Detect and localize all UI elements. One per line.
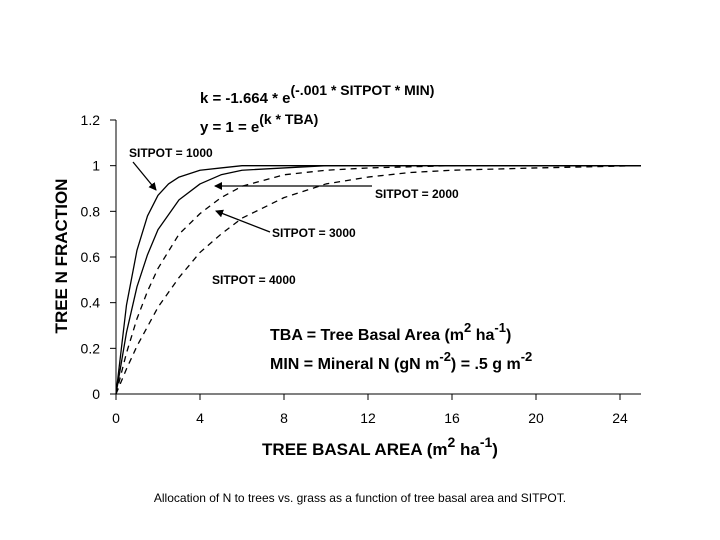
label-sitpot-4000: SITPOT = 4000 xyxy=(212,273,296,287)
label-sitpot-2000: SITPOT = 2000 xyxy=(375,187,459,201)
y-axis-title: TREE N FRACTION xyxy=(52,179,71,334)
axis-ticks: 0 0.2 0.4 0.6 0.8 1 1.2 0 4 8 12 16 20 24 xyxy=(81,112,628,426)
series-line-3 xyxy=(115,165,641,395)
arrow-sitpot-1000 xyxy=(132,161,157,191)
x-tick-label: 8 xyxy=(280,410,288,426)
y-tick-label: 1.2 xyxy=(81,112,101,128)
x-tick-label: 24 xyxy=(612,410,628,426)
note-min: MIN = Mineral N (gN m-2) = .5 g m-2 xyxy=(270,349,532,373)
x-tick-label: 20 xyxy=(528,410,544,426)
y-tick-label: 0.4 xyxy=(81,295,101,311)
note-tba: TBA = Tree Basal Area (m2 ha-1) xyxy=(270,320,511,344)
y-tick-label: 0.2 xyxy=(81,340,101,356)
equation-k: k = -1.664 * e(-.001 * SITPOT * MIN) xyxy=(200,82,434,107)
series-line-2 xyxy=(115,165,641,395)
label-sitpot-1000: SITPOT = 1000 xyxy=(129,146,213,160)
y-tick-label: 0.8 xyxy=(81,203,101,219)
x-axis-title: TREE BASAL AREA (m2 ha-1) xyxy=(262,434,498,459)
series-line-4 xyxy=(115,165,642,395)
x-tick-label: 0 xyxy=(112,410,120,426)
x-tick-label: 12 xyxy=(360,410,376,426)
y-tick-label: 1 xyxy=(92,158,100,174)
y-tick-label: 0.6 xyxy=(81,249,101,265)
y-tick-label: 0 xyxy=(92,386,100,402)
label-sitpot-3000: SITPOT = 3000 xyxy=(272,226,356,240)
equation-y: y = 1 = e(k * TBA) xyxy=(200,111,318,136)
data-curves xyxy=(115,165,642,395)
arrow-sitpot-3000 xyxy=(215,209,271,233)
figure-caption: Allocation of N to trees vs. grass as a … xyxy=(153,491,567,505)
x-tick-label: 16 xyxy=(444,410,460,426)
x-tick-label: 4 xyxy=(196,410,204,426)
